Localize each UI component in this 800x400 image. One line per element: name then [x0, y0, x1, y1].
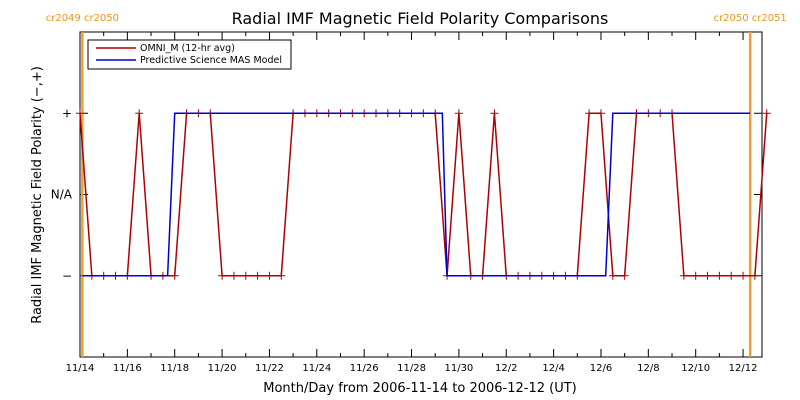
data-point [703, 271, 712, 280]
data-point [715, 271, 724, 280]
data-point [490, 109, 499, 118]
x-tick-label: 11/26 [350, 363, 379, 374]
data-point [691, 271, 700, 280]
series-layer [76, 109, 771, 280]
x-tick-label: 11/22 [255, 363, 284, 374]
data-point [253, 271, 262, 280]
data-point [750, 271, 759, 280]
data-point [241, 271, 250, 280]
carrington-label: cr2049 cr2050 [46, 13, 119, 24]
data-point [727, 271, 736, 280]
legend-label-omni: OMNI_M (12-hr avg) [140, 43, 235, 54]
carrington-rotation-lines [81, 32, 752, 357]
data-point [739, 271, 748, 280]
data-point [620, 271, 629, 280]
chart-title: Radial IMF Magnetic Field Polarity Compa… [232, 9, 609, 28]
y-tick-label: + [62, 106, 72, 120]
data-point [679, 271, 688, 280]
data-point [170, 271, 179, 280]
data-point [277, 271, 286, 280]
series-line-1 [82, 112, 751, 277]
data-point [265, 271, 274, 280]
series-line-0 [79, 112, 768, 277]
x-tick-label: 12/8 [637, 363, 659, 374]
x-tick-label: 11/30 [444, 363, 473, 374]
x-tick-label: 12/4 [542, 363, 564, 374]
y-tick-label: − [62, 269, 72, 283]
data-point [229, 271, 238, 280]
data-point [76, 109, 84, 118]
legend-box [87, 39, 292, 70]
data-point [135, 109, 144, 118]
y-axis-ticks: − N/A + [51, 106, 762, 283]
x-axis-label: Month/Day from 2006-11-14 to 2006-12-12 … [263, 381, 576, 396]
y-tick-label: N/A [51, 188, 73, 202]
x-tick-label: 11/14 [66, 363, 95, 374]
x-tick-label: 11/16 [113, 363, 142, 374]
data-point [762, 109, 771, 118]
carrington-label: cr2050 cr2051 [714, 13, 787, 24]
x-tick-label: 12/10 [681, 363, 710, 374]
data-point [608, 271, 617, 280]
carrington-rotation-labels: cr2049 cr2050 cr2050 cr2051 [46, 13, 787, 24]
data-point [585, 109, 594, 118]
data-point [596, 109, 605, 118]
x-tick-label: 11/20 [208, 363, 237, 374]
x-tick-label: 11/24 [302, 363, 331, 374]
x-tick-label: 12/12 [729, 363, 758, 374]
x-tick-label: 12/6 [590, 363, 612, 374]
x-tick-label: 11/28 [397, 363, 426, 374]
data-point [454, 109, 463, 118]
data-point [218, 271, 227, 280]
y-axis-label: Radial IMF Magnetic Field Polarity (−,+) [30, 66, 45, 324]
x-tick-label: 11/18 [160, 363, 189, 374]
legend-label-mas: Predictive Science MAS Model [140, 55, 282, 66]
x-axis-ticks: 11/14 11/16 11/18 11/20 11/22 11/24 11/26 11/28… [66, 32, 758, 374]
legend: OMNI_M (12-hr avg) Predictive Science MA… [87, 39, 292, 70]
x-tick-label: 12/2 [495, 363, 517, 374]
plot-area [79, 31, 763, 358]
